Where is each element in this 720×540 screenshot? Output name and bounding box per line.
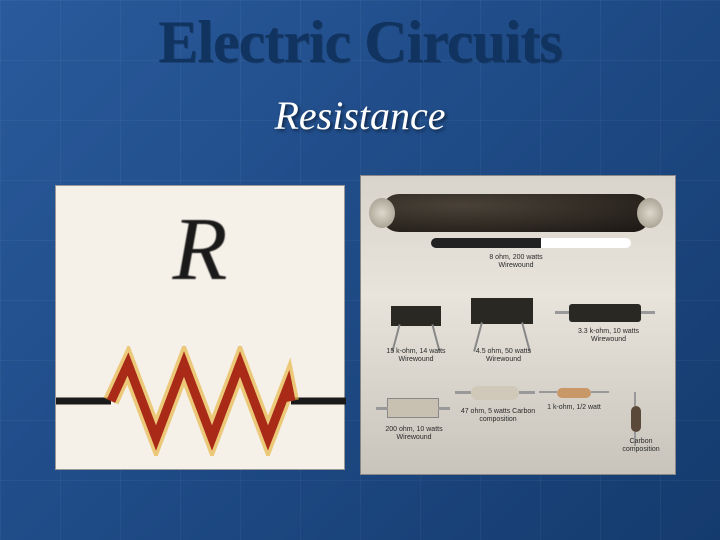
resistor-r1: [391, 306, 441, 326]
schematic-panel: R: [55, 185, 345, 470]
label-r7: Carbon composition: [613, 438, 669, 453]
resistor-zigzag-icon: [56, 346, 346, 456]
resistor-r5: [471, 386, 519, 400]
label-r5: 47 ohm, 5 watts Carbon composition: [457, 408, 539, 423]
label-r1: 15 k-ohm, 14 watts Wirewound: [381, 348, 451, 363]
label-r2: 4.5 ohm, 50 watts Wirewound: [466, 348, 541, 363]
slide-subtitle: Resistance: [0, 92, 720, 139]
slide-title: Electric Circuits: [0, 8, 720, 77]
resistor-r3: [569, 304, 641, 322]
resistor-letter: R: [56, 198, 344, 301]
resistor-r2: [471, 298, 533, 324]
big-resistor-label: 8 ohm, 200 watts Wirewound: [471, 254, 561, 269]
resistor-r7: [631, 406, 641, 432]
reference-pen: [431, 238, 631, 248]
label-r3: 3.3 k-ohm, 10 watts Wirewound: [566, 328, 651, 343]
photo-panel: 8 ohm, 200 watts Wirewound 15 k-ohm, 14 …: [360, 175, 676, 475]
resistor-r6: [557, 388, 591, 398]
large-wirewound-resistor: [381, 194, 651, 232]
label-r4: 200 ohm, 10 watts Wirewound: [375, 426, 453, 441]
label-r6: 1 k-ohm, 1/2 watt: [541, 404, 607, 412]
resistor-r4: [387, 398, 439, 418]
